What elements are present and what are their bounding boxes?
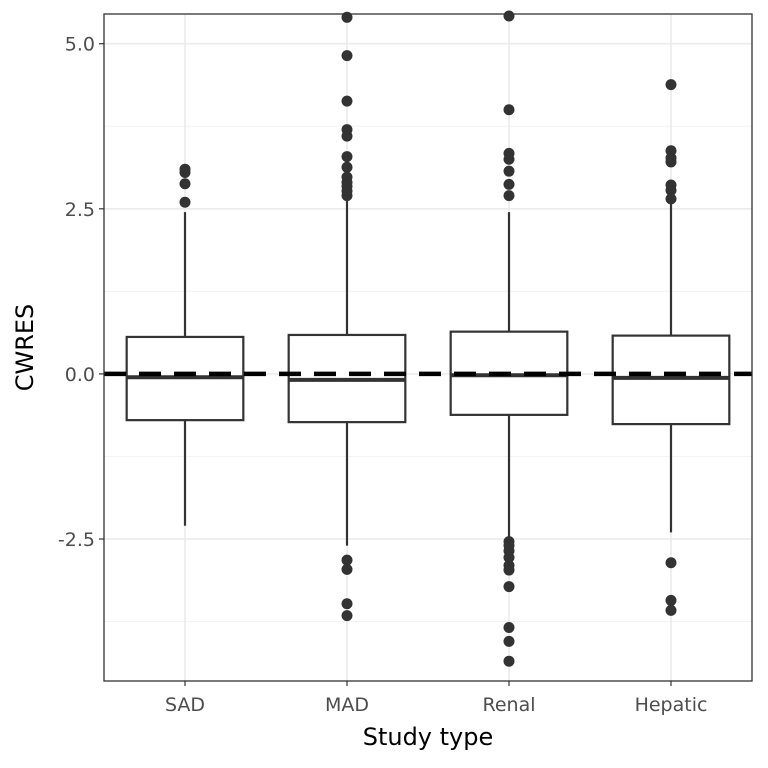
y-tick-label: 5.0 (65, 34, 95, 56)
outlier-point (503, 581, 515, 593)
outlier-point (503, 635, 515, 647)
outlier-point (341, 50, 353, 62)
outlier-point (665, 557, 677, 569)
outlier-point (503, 104, 515, 116)
x-tick-label: Hepatic (635, 694, 708, 716)
outlier-point (503, 10, 515, 22)
outlier-point (665, 156, 677, 168)
outlier-point (503, 552, 515, 564)
outlier-point (341, 190, 353, 202)
outlier-point (503, 655, 515, 667)
y-tick-label: -2.5 (58, 529, 95, 551)
outlier-point (665, 193, 677, 205)
outlier-point (341, 598, 353, 610)
outlier-point (665, 79, 677, 91)
outlier-point (503, 165, 515, 177)
box-mad (287, 200, 407, 546)
panel-border (103, 13, 753, 682)
y-tick-label: 2.5 (65, 199, 95, 221)
outlier-point (665, 184, 677, 196)
outlier-point (179, 196, 191, 208)
outlier-point (341, 554, 353, 566)
outlier-point (665, 594, 677, 606)
outlier-point (503, 178, 515, 190)
outlier-point (341, 610, 353, 622)
x-tick-label: SAD (165, 694, 205, 716)
y-axis-title: CWRES (11, 304, 39, 392)
outlier-point (503, 622, 515, 634)
outlier-point (503, 153, 515, 165)
box-sad (125, 212, 245, 526)
x-tick-label: Renal (482, 694, 535, 716)
y-tick-label: 0.0 (65, 364, 95, 386)
tick-layer: -2.5 0.0 2.5 5.0 SAD MAD Renal Hepatic (58, 34, 708, 716)
outlier-point (503, 564, 515, 576)
box-hepatic (611, 200, 731, 533)
x-tick-label: MAD (325, 694, 369, 716)
outlier-point (179, 178, 191, 190)
outlier-point (341, 130, 353, 142)
outlier-point (341, 563, 353, 575)
x-axis-title: Study type (363, 723, 494, 751)
outlier-point (341, 151, 353, 163)
outlier-point (341, 161, 353, 173)
outlier-point (665, 604, 677, 616)
outlier-point (341, 95, 353, 107)
outlier-layer (179, 10, 677, 667)
outlier-point (503, 190, 515, 202)
outlier-point (179, 166, 191, 178)
